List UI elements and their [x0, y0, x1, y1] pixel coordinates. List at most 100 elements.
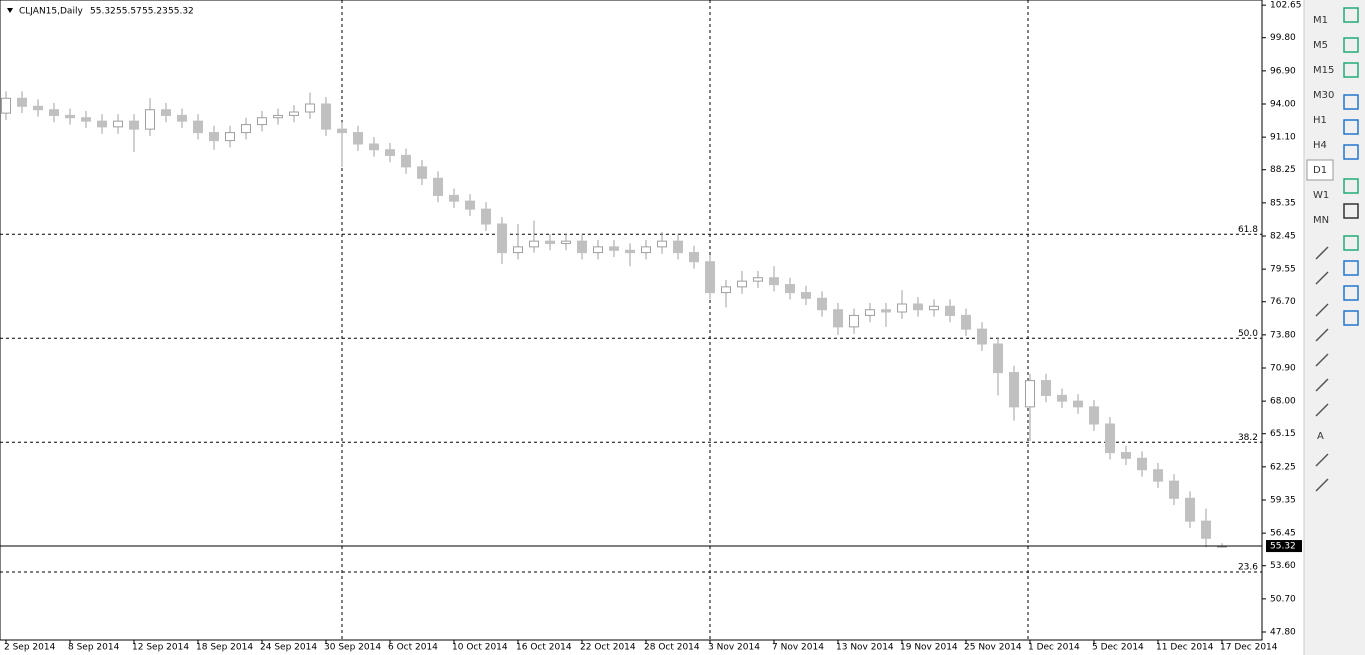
tool-icon[interactable]: [1343, 235, 1359, 251]
candle-body: [1, 97, 11, 114]
x-tick-label: 18 Sep 2014: [196, 643, 253, 653]
draw-tool-arrows[interactable]: [1315, 478, 1329, 492]
y-tick-label: 65.15: [1270, 429, 1296, 439]
draw-tool-trend[interactable]: [1315, 353, 1329, 367]
tool-icon[interactable]: [1343, 178, 1359, 194]
chart-title: CLJAN15,Daily: [19, 7, 83, 17]
timeframe-button[interactable]: H4: [1313, 140, 1327, 151]
x-tick-label: 6 Oct 2014: [388, 643, 438, 653]
candle-body: [225, 132, 235, 142]
timeframe-button[interactable]: D1: [1313, 165, 1327, 176]
text-tool[interactable]: A: [1317, 431, 1324, 442]
y-tick-label: 56.45: [1270, 529, 1296, 539]
candle-body: [657, 240, 667, 248]
candle-body: [449, 194, 459, 202]
candle-body: [369, 143, 379, 151]
draw-tool-fib[interactable]: [1315, 403, 1329, 417]
candle-body: [641, 246, 651, 254]
fib-label: 61.8: [1238, 225, 1258, 235]
y-tick-label: 68.00: [1270, 397, 1296, 407]
tool-icon[interactable]: [1343, 285, 1359, 301]
candle-body: [209, 132, 219, 142]
candle-body: [145, 109, 155, 130]
draw-tool-vline[interactable]: [1315, 303, 1329, 317]
candle-body: [817, 297, 827, 311]
candle-body: [945, 305, 955, 316]
header-arrow: [7, 8, 13, 13]
candle-body: [401, 154, 411, 168]
x-tick-label: 12 Sep 2014: [132, 643, 189, 653]
tool-icon[interactable]: [1343, 7, 1359, 23]
candle-body: [833, 309, 843, 328]
tool-icon[interactable]: [1343, 62, 1359, 78]
candle-body: [609, 246, 619, 251]
draw-tool-cross[interactable]: [1315, 271, 1329, 285]
timeframe-button[interactable]: W1: [1313, 190, 1329, 201]
y-tick-label: 70.90: [1270, 364, 1296, 374]
fib-label: 38.2: [1238, 433, 1258, 443]
last-close: 55.32: [168, 7, 194, 17]
timeframe-button[interactable]: MN: [1313, 215, 1329, 226]
candle-body: [241, 124, 251, 134]
draw-tool-label[interactable]: [1315, 453, 1329, 467]
x-tick-label: 13 Nov 2014: [836, 643, 894, 653]
y-tick-label: 99.80: [1270, 33, 1296, 43]
candle-body: [65, 114, 75, 119]
tool-icon[interactable]: [1343, 37, 1359, 53]
y-tick-label: 76.70: [1270, 297, 1296, 307]
candle-body: [577, 240, 587, 254]
tool-icon[interactable]: [1343, 310, 1359, 326]
draw-tool-channel[interactable]: [1315, 378, 1329, 392]
candle-body: [913, 303, 923, 311]
last-high: 55.57: [116, 7, 142, 17]
tool-icon[interactable]: [1343, 94, 1359, 110]
timeframe-button[interactable]: M5: [1313, 40, 1328, 51]
candle-body: [481, 208, 491, 225]
x-tick-label: 28 Oct 2014: [644, 643, 700, 653]
candle-body: [1057, 394, 1067, 402]
x-tick-label: 16 Oct 2014: [516, 643, 572, 653]
y-tick-label: 91.10: [1270, 133, 1296, 143]
y-tick-label: 62.25: [1270, 462, 1296, 472]
candle-body: [497, 223, 507, 254]
candle-body: [417, 166, 427, 179]
candle-body: [801, 292, 811, 299]
timeframe-button[interactable]: M30: [1313, 90, 1334, 101]
candle-body: [1169, 480, 1179, 499]
x-tick-label: 10 Oct 2014: [452, 643, 508, 653]
candle-body: [353, 132, 363, 145]
candle-body: [545, 240, 555, 244]
candle-body: [273, 114, 283, 119]
candle-body: [769, 277, 779, 286]
candle-body: [721, 286, 731, 294]
y-tick-label: 53.60: [1270, 561, 1296, 571]
timeframe-button[interactable]: M15: [1313, 65, 1334, 76]
candle-body: [705, 261, 715, 294]
x-tick-label: 24 Sep 2014: [260, 643, 317, 653]
candle-body: [337, 128, 347, 134]
tool-icon[interactable]: [1343, 144, 1359, 160]
last-low: 55.23: [142, 7, 168, 17]
candle-body: [977, 328, 987, 345]
x-tick-label: 2 Sep 2014: [4, 643, 56, 653]
tool-icon[interactable]: [1343, 203, 1359, 219]
y-tick-label: 96.90: [1270, 66, 1296, 76]
candle-body: [385, 149, 395, 156]
draw-tool-hline[interactable]: [1315, 328, 1329, 342]
timeframe-button[interactable]: H1: [1313, 115, 1327, 126]
chart-header: CLJAN15,Daily 55.32 55.57 55.23 55.32: [7, 7, 194, 17]
tool-icon[interactable]: [1343, 260, 1359, 276]
price-box: [1266, 540, 1302, 553]
y-tick-label: 79.55: [1270, 265, 1296, 275]
y-tick-label: 59.35: [1270, 496, 1296, 506]
tool-icon[interactable]: [1343, 119, 1359, 135]
candle-body: [321, 103, 331, 130]
draw-tool-arrow[interactable]: [1315, 246, 1329, 260]
fib-label: 23.6: [1238, 563, 1258, 573]
candle-body: [113, 120, 123, 128]
candle-body: [193, 120, 203, 134]
candle-body: [865, 309, 875, 316]
timeframe-button[interactable]: M1: [1313, 15, 1328, 26]
